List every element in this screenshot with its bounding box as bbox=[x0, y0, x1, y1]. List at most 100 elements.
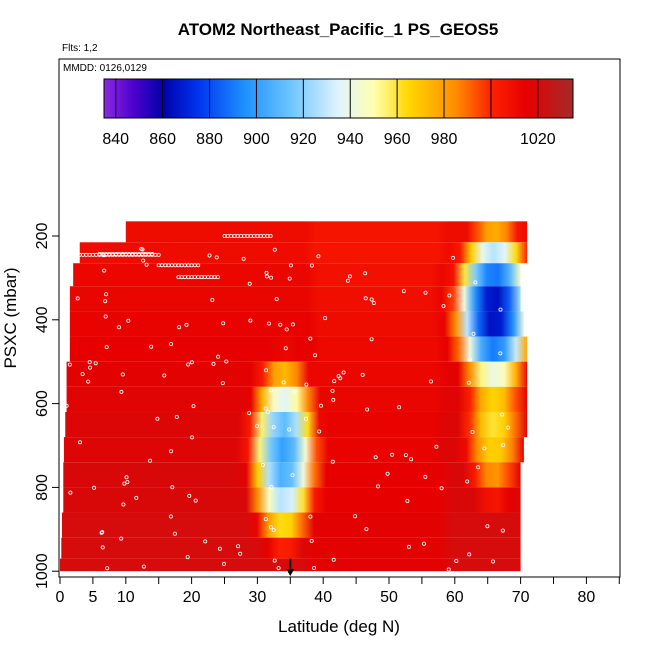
sample-point bbox=[500, 412, 505, 417]
sample-point bbox=[254, 424, 259, 429]
x-tick-label: 50 bbox=[380, 589, 398, 606]
sample-point bbox=[268, 525, 273, 530]
sample-point bbox=[149, 344, 154, 349]
heatmap-band bbox=[73, 263, 521, 287]
sample-point bbox=[462, 577, 467, 582]
sample-point bbox=[272, 558, 277, 563]
sample-point bbox=[119, 389, 124, 394]
sample-point bbox=[336, 374, 341, 379]
sample-point bbox=[439, 577, 444, 582]
sample-point bbox=[450, 255, 455, 260]
sample-point bbox=[385, 471, 390, 476]
heatmap-band bbox=[63, 487, 521, 513]
sample-point bbox=[125, 480, 130, 485]
sample-point bbox=[247, 411, 252, 416]
sample-point bbox=[247, 281, 252, 286]
sample-point bbox=[309, 263, 314, 268]
marker-arrowhead bbox=[286, 569, 295, 576]
sample-point bbox=[288, 263, 293, 268]
sample-point bbox=[281, 380, 286, 385]
sample-point bbox=[439, 486, 444, 491]
sample-point bbox=[186, 362, 191, 367]
sample-point bbox=[308, 336, 313, 341]
sample-point bbox=[224, 359, 229, 364]
sample-point bbox=[271, 528, 276, 533]
heatmap-band bbox=[61, 512, 521, 538]
sample-point bbox=[241, 256, 246, 261]
sample-point bbox=[103, 299, 108, 304]
sample-point bbox=[169, 342, 174, 347]
sample-point bbox=[278, 322, 283, 327]
colorbar-tick-label: 980 bbox=[431, 131, 458, 148]
sample-point bbox=[92, 485, 97, 490]
sample-point bbox=[485, 524, 490, 529]
x-tick-label: 30 bbox=[249, 589, 267, 606]
x-axis-label: Latitude (deg N) bbox=[278, 617, 400, 636]
colorbar-tick-label: 880 bbox=[196, 131, 223, 148]
sample-point bbox=[187, 493, 192, 498]
sample-point bbox=[423, 290, 428, 295]
sample-point bbox=[471, 331, 476, 336]
sample-point bbox=[446, 577, 451, 582]
sample-point bbox=[185, 555, 190, 560]
mmdd-label: MMDD: 0126,0129 bbox=[63, 63, 147, 74]
sample-point bbox=[104, 292, 109, 297]
sample-point bbox=[221, 561, 226, 566]
colorbar-tick-label: 920 bbox=[290, 131, 317, 148]
sample-point bbox=[473, 280, 478, 285]
sample-point bbox=[308, 514, 313, 519]
sample-point bbox=[88, 365, 93, 370]
sample-point bbox=[119, 536, 124, 541]
x-tick-label: 80 bbox=[578, 589, 596, 606]
sample-point bbox=[269, 275, 274, 280]
heatmap-band bbox=[69, 336, 528, 362]
sample-point bbox=[86, 379, 91, 384]
sample-point bbox=[290, 322, 295, 327]
sample-point bbox=[150, 251, 155, 256]
colorbar-tick-label: 860 bbox=[149, 131, 176, 148]
sample-point bbox=[190, 435, 195, 440]
y-axis-label: PSXC (mbar) bbox=[1, 267, 20, 368]
y-axis: 200 400 600 800 1000 bbox=[34, 223, 59, 589]
sample-point bbox=[341, 370, 346, 375]
sample-point bbox=[172, 531, 177, 536]
sample-point bbox=[409, 457, 414, 462]
x-tick-label: 20 bbox=[183, 589, 201, 606]
sample-point bbox=[141, 564, 146, 569]
sample-point bbox=[74, 252, 79, 257]
sample-point bbox=[323, 316, 328, 321]
sample-point bbox=[104, 345, 109, 350]
sample-point bbox=[117, 325, 122, 330]
sample-point bbox=[426, 577, 431, 582]
sample-point bbox=[397, 405, 402, 410]
sample-point bbox=[177, 325, 182, 330]
sample-point bbox=[120, 372, 125, 377]
x-tick-label: 40 bbox=[314, 589, 332, 606]
sample-point bbox=[303, 416, 308, 421]
x-tick-label: 60 bbox=[446, 589, 464, 606]
sample-point bbox=[390, 452, 395, 457]
sample-point bbox=[466, 380, 471, 385]
sample-point bbox=[441, 304, 446, 309]
sample-point bbox=[330, 459, 335, 464]
sample-point bbox=[211, 361, 216, 366]
sample-point bbox=[401, 289, 406, 294]
sample-point bbox=[467, 552, 472, 557]
sample-point bbox=[506, 425, 511, 430]
sample-point bbox=[406, 544, 411, 549]
sample-point bbox=[290, 473, 295, 478]
sample-point bbox=[269, 484, 274, 489]
sample-point bbox=[215, 275, 220, 280]
sample-point bbox=[210, 297, 215, 302]
sample-point bbox=[449, 577, 454, 582]
sample-point bbox=[405, 498, 410, 503]
sample-point bbox=[347, 274, 352, 279]
sample-point bbox=[168, 449, 173, 454]
sample-point bbox=[476, 465, 481, 470]
sample-point bbox=[264, 274, 269, 279]
sample-point bbox=[274, 297, 279, 302]
sample-point bbox=[140, 247, 145, 252]
x-tick-label: 0 bbox=[56, 589, 65, 606]
sample-point bbox=[100, 545, 105, 550]
